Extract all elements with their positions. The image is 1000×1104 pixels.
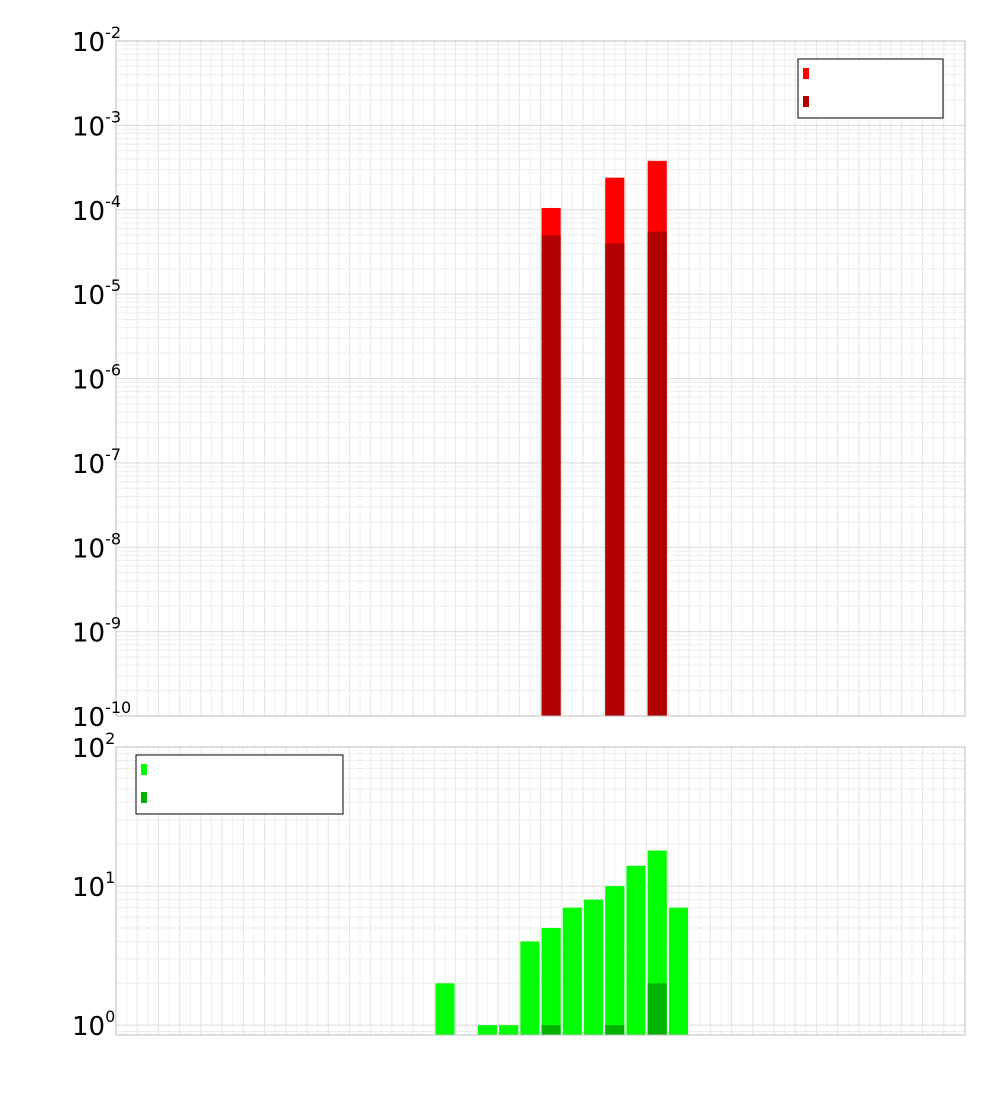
y-tick-label: 10-4 bbox=[72, 192, 121, 227]
available-ruptures-bar bbox=[584, 899, 604, 1035]
legend-box bbox=[797, 58, 944, 119]
available-ruptures-bar bbox=[626, 865, 646, 1035]
y-tick-label: 10-6 bbox=[72, 361, 121, 396]
utilized-ruptures-bar bbox=[647, 983, 667, 1035]
plot-area-top bbox=[115, 40, 966, 717]
available-ruptures-bar bbox=[520, 941, 540, 1035]
tick-exponent: -10 bbox=[105, 698, 131, 717]
y-tick-label: 10-7 bbox=[72, 445, 121, 480]
y-tick-label: 10-3 bbox=[72, 107, 121, 142]
y-tick-label: 10-2 bbox=[72, 23, 121, 58]
tick-exponent: -9 bbox=[105, 614, 121, 633]
available-ruptures-bar bbox=[562, 907, 582, 1035]
tick-exponent: -6 bbox=[105, 361, 121, 380]
plot-area-bottom bbox=[115, 746, 966, 1036]
legend-swatch bbox=[141, 792, 147, 803]
y-tick-label: 100 bbox=[72, 1007, 115, 1042]
tick-base: 10 bbox=[72, 450, 105, 480]
tick-exponent: -3 bbox=[105, 107, 121, 126]
tick-exponent: -4 bbox=[105, 192, 121, 211]
tick-base: 10 bbox=[72, 366, 105, 396]
tick-exponent: -2 bbox=[105, 23, 121, 42]
tick-base: 10 bbox=[72, 873, 105, 903]
tick-base: 10 bbox=[72, 28, 105, 58]
legend-swatch bbox=[141, 764, 147, 775]
tick-exponent: 1 bbox=[105, 868, 115, 887]
tick-base: 10 bbox=[72, 703, 105, 733]
y-tick-label: 10-5 bbox=[72, 276, 121, 311]
available-ruptures-bar bbox=[499, 1025, 519, 1035]
nucleation-bar bbox=[605, 243, 625, 717]
legend-swatch bbox=[803, 96, 809, 107]
tick-base: 10 bbox=[72, 197, 105, 227]
legend-swatch bbox=[803, 68, 809, 79]
tick-base: 10 bbox=[72, 1012, 105, 1042]
y-tick-label: 10-8 bbox=[72, 529, 121, 564]
available-ruptures-bar bbox=[541, 927, 561, 1035]
tick-base: 10 bbox=[72, 734, 105, 764]
tick-base: 10 bbox=[72, 619, 105, 649]
utilized-ruptures-bar bbox=[541, 1025, 561, 1035]
y-tick-label: 10-9 bbox=[72, 614, 121, 649]
available-ruptures-bar bbox=[477, 1025, 497, 1035]
y-tick-label: 10-10 bbox=[72, 698, 131, 733]
tick-exponent: -7 bbox=[105, 445, 121, 464]
tick-exponent: 2 bbox=[105, 729, 115, 748]
tick-exponent: -5 bbox=[105, 276, 121, 295]
tick-exponent: -8 bbox=[105, 529, 121, 548]
tick-base: 10 bbox=[72, 281, 105, 311]
y-tick-label: 102 bbox=[72, 729, 115, 764]
nucleation-bar bbox=[647, 231, 667, 716]
y-tick-label: 101 bbox=[72, 868, 115, 903]
available-ruptures-bar bbox=[605, 886, 625, 1035]
legend-box bbox=[135, 754, 344, 815]
nucleation-bar bbox=[541, 235, 561, 716]
tick-base: 10 bbox=[72, 112, 105, 142]
tick-base: 10 bbox=[72, 534, 105, 564]
tick-exponent: 0 bbox=[105, 1007, 115, 1026]
available-ruptures-bar bbox=[668, 907, 689, 1035]
available-ruptures-bar bbox=[435, 983, 455, 1035]
utilized-ruptures-bar bbox=[605, 1025, 625, 1035]
